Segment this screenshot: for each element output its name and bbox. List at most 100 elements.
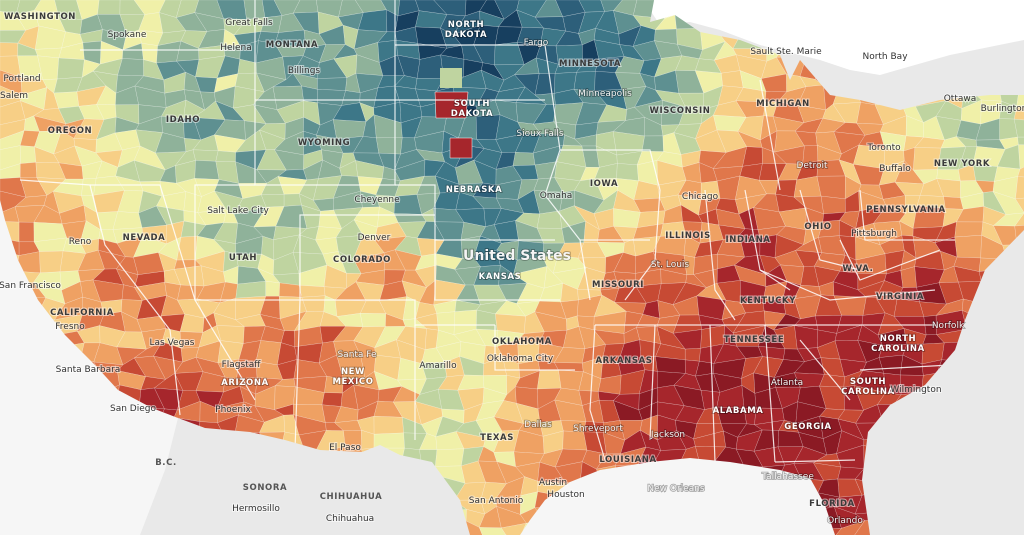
county-cell (18, 221, 35, 242)
city-label: Helena (220, 43, 252, 53)
city-label: Minneapolis (578, 89, 632, 99)
state-label: UTAH (229, 253, 257, 263)
state-label: NEVADA (123, 233, 166, 243)
county-cell (1013, 118, 1024, 138)
county-cell (317, 77, 347, 91)
state-label: MONTANA (266, 40, 318, 50)
city-label: Las Vegas (150, 338, 195, 348)
gulf-of-mexico (520, 458, 835, 535)
county-cell (440, 68, 462, 88)
state-label: ALABAMA (713, 406, 764, 416)
state-label: WISCONSIN (649, 106, 710, 116)
county-cell (992, 191, 1024, 215)
city-label: Sioux Falls (516, 129, 563, 139)
county-cell (112, 211, 143, 230)
state-label: OREGON (48, 126, 93, 136)
city-label: Buffalo (879, 164, 911, 174)
city-label: Salem (0, 91, 28, 101)
county-cell (215, 150, 236, 162)
county-cell (373, 416, 404, 435)
state-label: VIRGINIA (876, 292, 924, 302)
region-label: B.C. (155, 458, 177, 468)
city-label: Amarillo (419, 361, 457, 371)
city-label: Detroit (796, 161, 828, 171)
state-label: KANSAS (479, 272, 522, 282)
city-label: Spokane (108, 30, 147, 40)
city-label: Norfolk (932, 321, 965, 331)
city-label: El Paso (329, 443, 361, 453)
state-label: FLORIDA (809, 499, 855, 509)
state-label: OHIO (804, 222, 831, 232)
county-cell (537, 369, 562, 390)
city-label: Austin (539, 478, 567, 488)
county-cell (954, 235, 982, 259)
city-label: Jackson (650, 430, 685, 440)
county-cell (449, 137, 473, 159)
county-cell (97, 0, 121, 15)
state-label: NEW YORK (934, 159, 990, 169)
county-cell (820, 195, 846, 215)
county-cell (1013, 106, 1024, 122)
county-cell (1015, 176, 1024, 200)
state-label: ARIZONA (221, 378, 269, 388)
state-label: PENNSYLVANIA (866, 205, 945, 215)
city-label: Wilmington (890, 385, 941, 395)
state-label: IOWA (590, 179, 618, 189)
state-label: NORTH DAKOTA (445, 20, 487, 40)
city-label: Oklahoma City (487, 354, 554, 364)
city-label: Omaha (540, 191, 573, 201)
city-label: San Diego (110, 404, 156, 414)
county-cell (616, 163, 639, 181)
county-cell (721, 70, 744, 88)
county-cell (332, 119, 367, 140)
city-label: Hermosillo (232, 504, 280, 514)
county-cell (954, 221, 984, 238)
state-label: KENTUCKY (740, 296, 796, 306)
state-label: IDAHO (166, 115, 200, 125)
state-label: TENNESSEE (724, 335, 785, 345)
city-label: Pittsburgh (851, 229, 897, 239)
county-cell (1017, 136, 1024, 146)
city-label: San Antonio (469, 496, 524, 506)
county-cell (20, 162, 37, 178)
state-label: NEBRASKA (446, 185, 503, 195)
city-label: Flagstaff (222, 360, 262, 370)
state-label: WASHINGTON (4, 12, 76, 22)
city-label: North Bay (862, 52, 908, 62)
state-label: CALIFORNIA (50, 308, 114, 318)
county-cell (39, 250, 64, 274)
county-cell (117, 58, 144, 77)
county-cell (435, 448, 465, 467)
country-label: United States (463, 248, 571, 264)
county-cell (279, 282, 303, 298)
county-cell (1017, 160, 1024, 179)
city-label: Salt Lake City (207, 206, 269, 216)
county-cell (20, 145, 37, 164)
county-cell (641, 135, 664, 152)
county-cell (192, 149, 219, 162)
county-cell (833, 520, 866, 535)
county-cell (298, 285, 326, 298)
city-label: Sault Ste. Marie (750, 47, 822, 57)
state-label: WYOMING (298, 138, 350, 148)
city-label: Chihuahua (326, 514, 374, 524)
city-label: Santa Fe (337, 350, 377, 360)
city-label: Great Falls (225, 18, 273, 28)
city-label: Dallas (524, 420, 552, 430)
county-cell (434, 91, 469, 119)
state-label: MISSOURI (592, 280, 644, 290)
state-label: TEXAS (480, 433, 514, 443)
county-cell (501, 522, 527, 535)
state-borders (19, 0, 955, 463)
state-label: INDIANA (726, 235, 771, 245)
city-label: Toronto (866, 143, 901, 153)
county-cell (816, 175, 846, 200)
city-label: Billings (288, 66, 321, 76)
county-cell (265, 281, 280, 297)
state-label: SOUTH CAROLINA (841, 377, 895, 397)
county-cell (943, 196, 964, 210)
state-label: LOUISIANA (599, 455, 656, 465)
state-label: GEORGIA (784, 422, 831, 432)
map-labels: WASHINGTON MONTANA NORTH DAKOTA MINNESOTA ORE… (0, 11, 1024, 527)
